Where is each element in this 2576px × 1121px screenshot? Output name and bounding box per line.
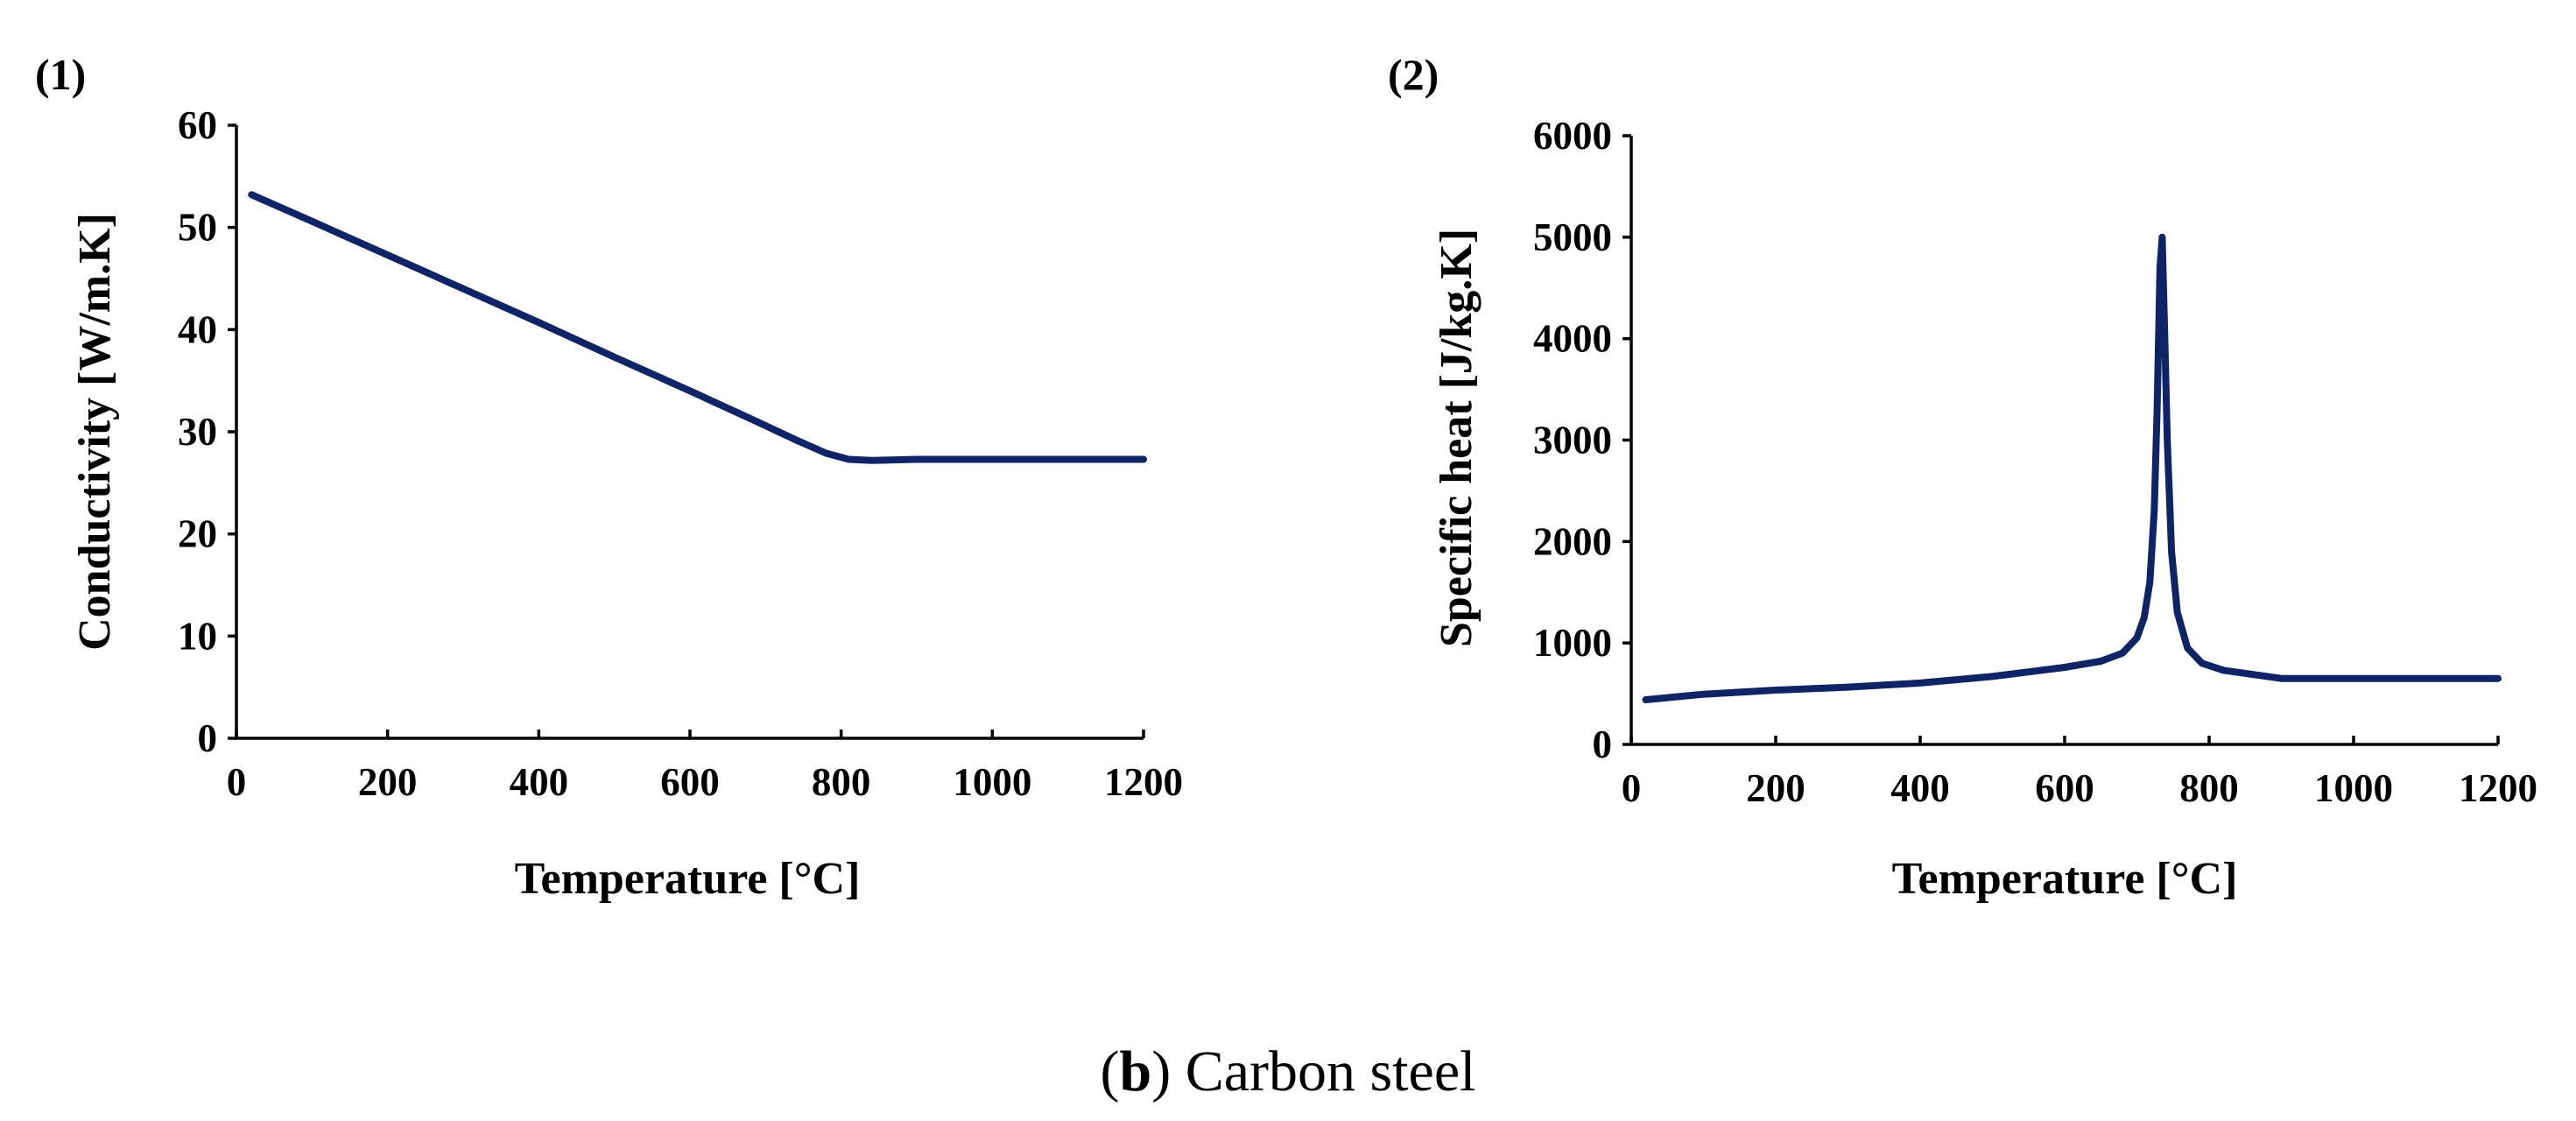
chart-2-x-ticks: 0 200 400 600 800 1000 1200 (1622, 736, 2537, 810)
caption-text: Carbon steel (1186, 1040, 1476, 1103)
chart-1-x-tick-label: 400 (510, 760, 569, 804)
chart-1-x-tick-label: 200 (358, 760, 418, 804)
chart-2-y-tick-label: 2000 (1533, 519, 1612, 563)
chart-1-y-tick-label: 60 (178, 103, 217, 147)
chart-1-y-tick-label: 30 (178, 410, 217, 454)
chart-1-x-tick-label: 0 (227, 760, 247, 804)
chart-1-y-tick-label: 50 (178, 206, 217, 250)
chart-1-y-tick-label: 10 (178, 614, 217, 658)
chart-2-x-tick-label: 800 (2179, 766, 2239, 810)
chart-2-x-tick-label: 600 (2035, 766, 2094, 810)
chart-2-y-tick-label: 5000 (1533, 215, 1612, 259)
chart-1-panel-label: (1) (35, 50, 86, 99)
chart-1-x-tick-label: 600 (660, 760, 720, 804)
figure-caption: (b) Carbon steel (1101, 1040, 1476, 1103)
chart-1-x-tick-label: 1200 (1104, 760, 1183, 804)
chart-2-x-tick-label: 0 (1622, 766, 1642, 810)
chart-2-y-tick-label: 0 (1593, 723, 1613, 766)
chart-2-y-ticks: 0 1000 2000 3000 4000 5000 6000 (1533, 114, 1631, 766)
chart-2-y-tick-label: 3000 (1533, 419, 1612, 462)
chart-2-x-tick-label: 400 (1890, 766, 1950, 810)
chart-1-axes (235, 125, 1144, 740)
chart-1-x-ticks: 0 200 400 600 800 1000 1200 (227, 730, 1183, 804)
chart-2-panel-label: (2) (1388, 50, 1439, 99)
chart-2-y-tick-label: 4000 (1533, 317, 1612, 361)
chart-2-series-line (1642, 233, 2502, 703)
chart-2-x-axis-label: Temperature [°C] (1892, 854, 2238, 904)
chart-1-y-tick-label: 20 (178, 512, 217, 556)
chart-1-x-tick-label: 1000 (953, 760, 1031, 804)
chart-2-y-tick-label: 1000 (1533, 621, 1612, 665)
chart-2-x-tick-label: 200 (1746, 766, 1805, 810)
chart-2-y-tick-label: 6000 (1533, 114, 1612, 158)
chart-2-x-tick-label: 1000 (2314, 766, 2393, 810)
caption-letter: b (1120, 1040, 1152, 1103)
chart-2-x-tick-label: 1200 (2459, 766, 2537, 810)
chart-1-y-axis-label: Conductivity [W/m.K] (70, 213, 120, 651)
chart-2-y-axis-label: Specific heat [J/kg.K] (1432, 229, 1482, 647)
chart-1-x-tick-label: 800 (812, 760, 871, 804)
chart-1-y-tick-label: 0 (198, 716, 218, 760)
chart-1-y-tick-label: 40 (178, 307, 217, 351)
chart-1-series-line (248, 191, 1147, 464)
chart-1-x-axis-label: Temperature [°C] (515, 854, 861, 904)
chart-1-y-ticks: 0 10 20 30 40 50 60 (178, 103, 236, 760)
chart-2-axes (1629, 136, 2498, 746)
chart-2: (2) 0 1000 2000 3000 4000 5000 6000 0 200 400 600… (1388, 50, 2537, 904)
